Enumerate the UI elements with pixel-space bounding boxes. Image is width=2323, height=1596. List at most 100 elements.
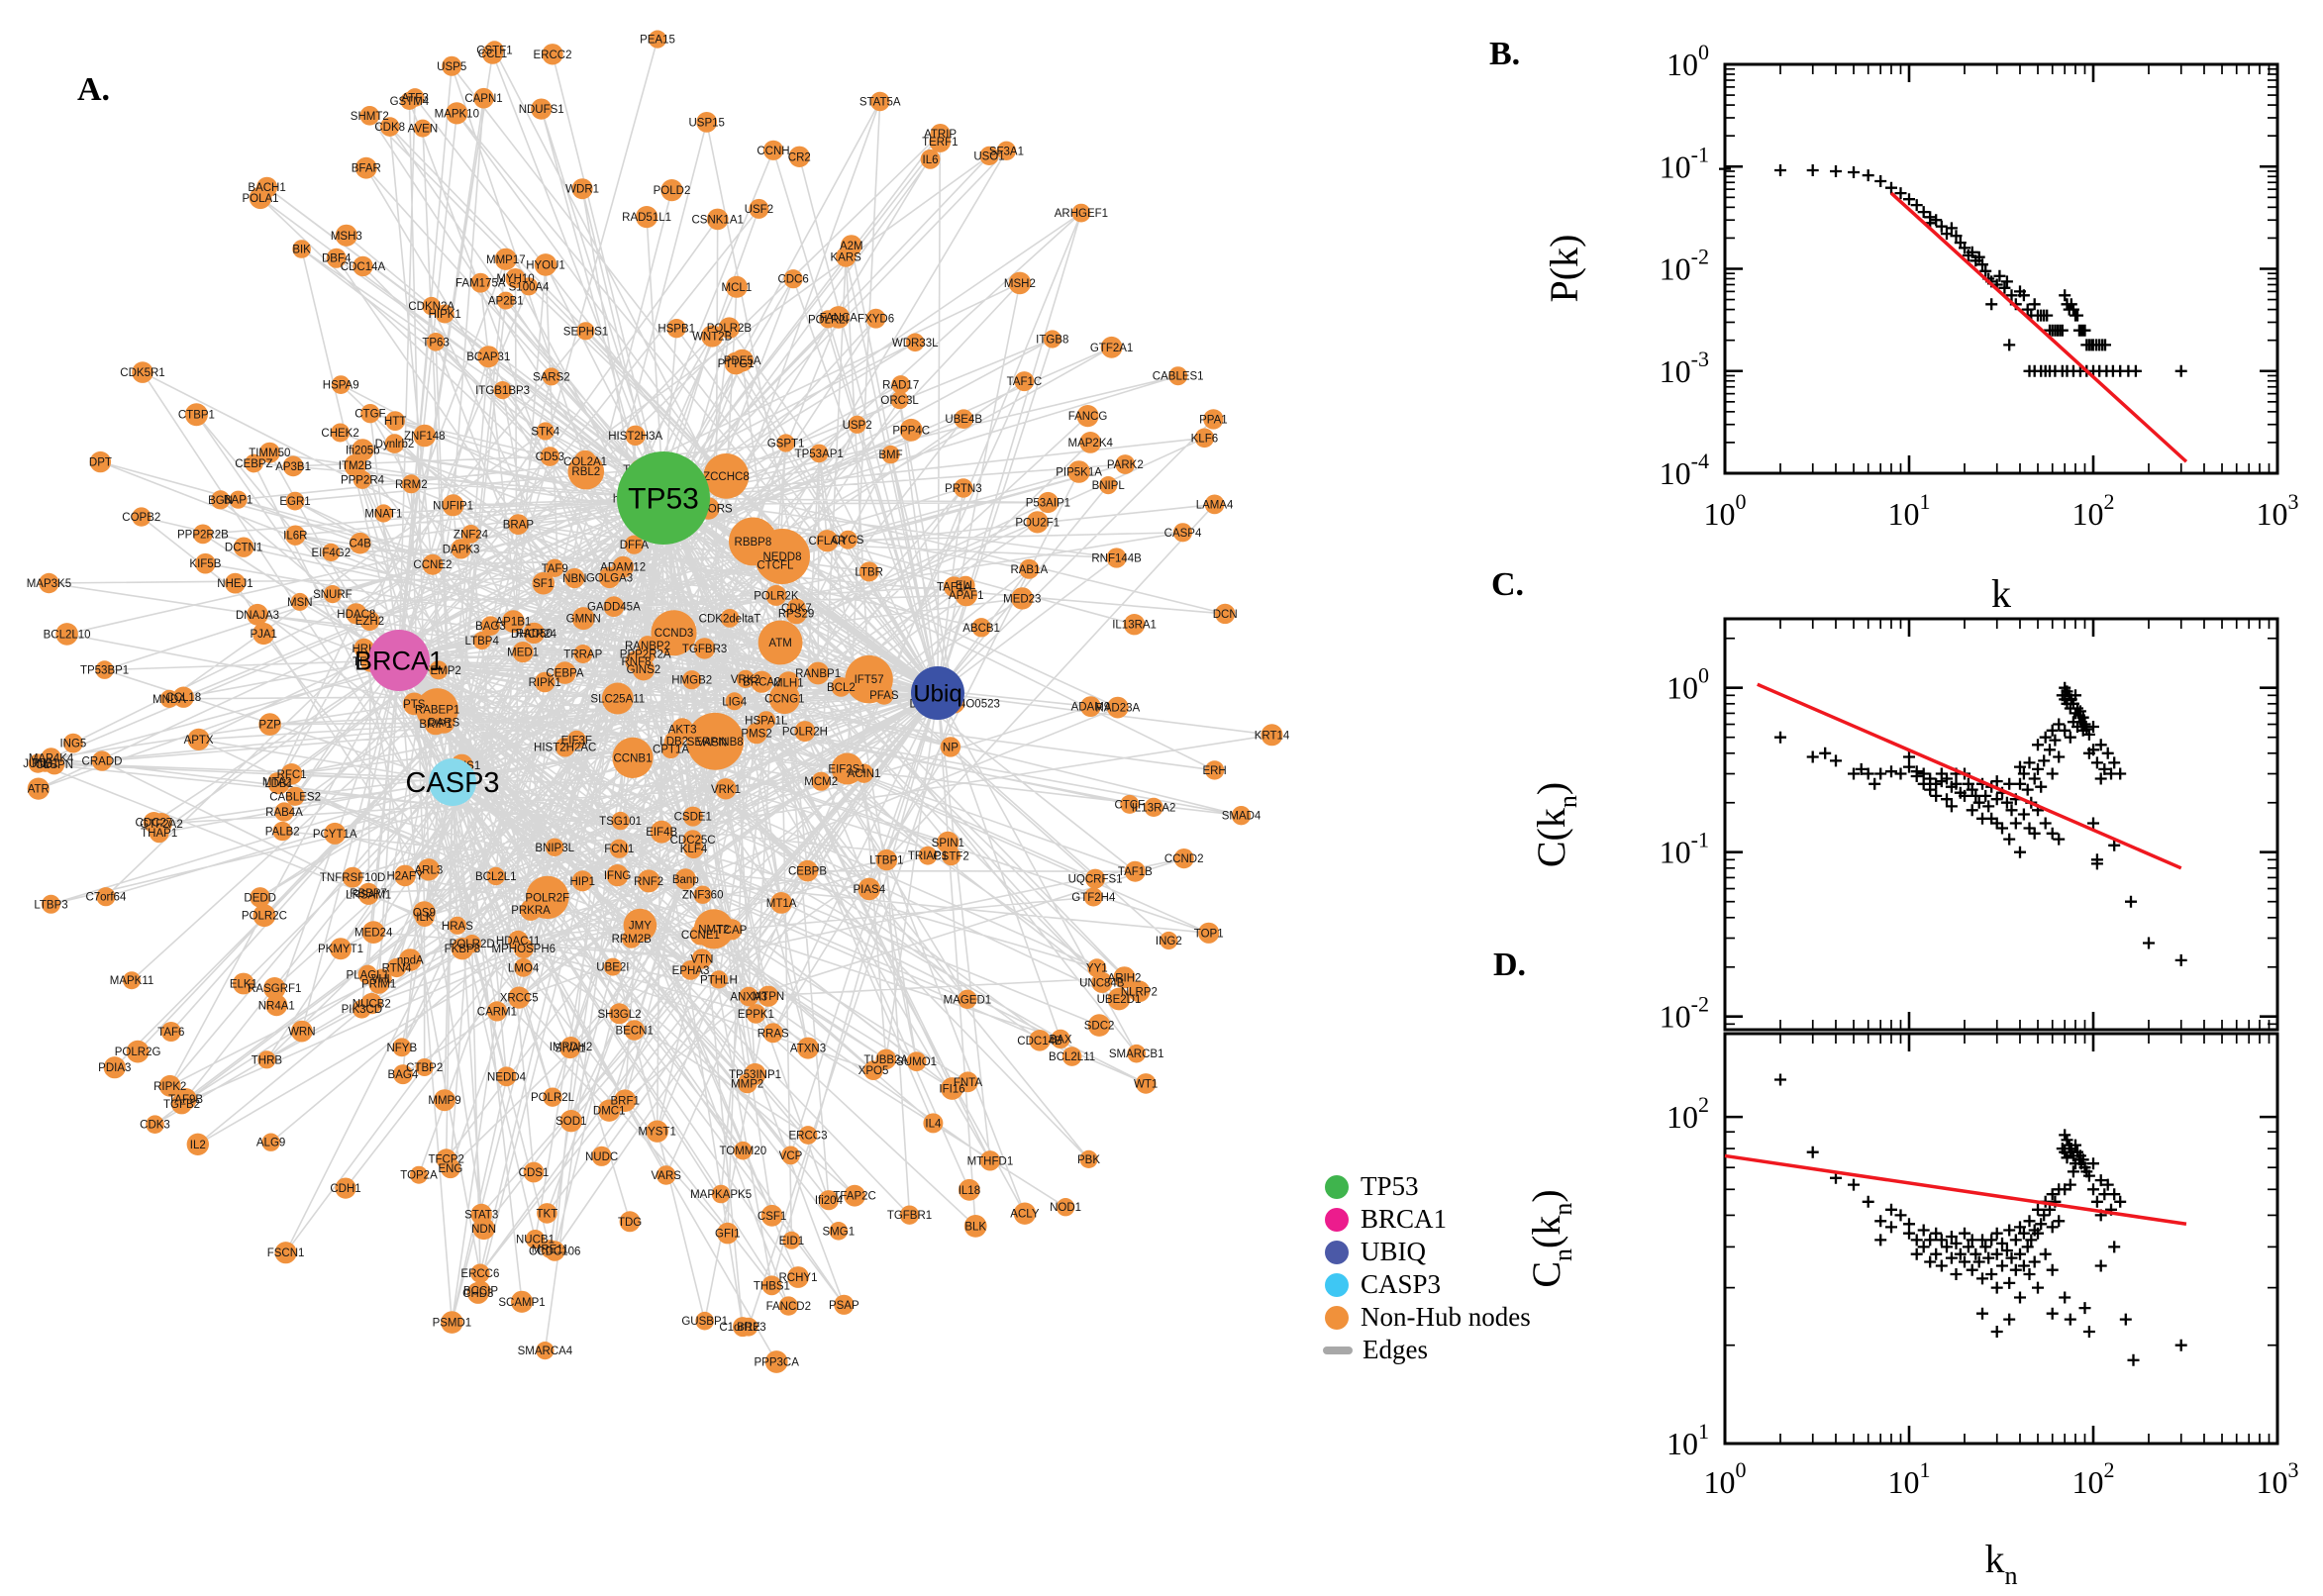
legend-label: Edges — [1363, 1335, 1428, 1364]
network-node — [682, 830, 703, 850]
network-node — [1019, 558, 1040, 579]
gene-label: PZP — [258, 720, 281, 732]
network-node — [172, 686, 194, 708]
gene-label: MAPKAPK5 — [690, 1189, 752, 1201]
gene-label: WRN — [288, 1027, 315, 1039]
gene-label: PTS — [403, 699, 426, 711]
gene-label: POU2F1 — [1015, 517, 1060, 529]
gene-label: EIF4G2 — [311, 548, 351, 559]
network-node — [543, 1087, 562, 1107]
gene-label: RANBP2 — [625, 641, 670, 652]
gene-label: VRK2 — [731, 674, 760, 686]
network-node — [187, 728, 210, 751]
gene-label: C1orf123 — [719, 1322, 765, 1334]
gene-label: HRAS — [442, 921, 473, 933]
gene-label: MTA2 — [262, 777, 292, 789]
network-node — [143, 812, 165, 834]
network-node — [776, 434, 795, 452]
gene-label: ERCC6 — [460, 1268, 499, 1280]
network-node — [725, 692, 744, 711]
gene-label: CDS1 — [519, 1167, 550, 1179]
gene-label: MSN — [287, 597, 313, 609]
network-legend: TP53 BRCA1 UBIQ CASP3 Non-Hub nodes Edge… — [1323, 1170, 1531, 1366]
gene-label: TDG — [618, 1217, 642, 1229]
network-node — [473, 87, 494, 109]
network-node — [422, 553, 444, 575]
network-node — [442, 494, 464, 517]
gene-label: ERCC3 — [789, 1131, 828, 1143]
gene-label: CASP4 — [1164, 528, 1202, 540]
network-node — [782, 1231, 801, 1249]
network-node — [622, 929, 642, 948]
gene-label: CARM1 — [477, 1006, 517, 1018]
network-node — [778, 1296, 798, 1316]
gene-label: C7orf64 — [85, 892, 127, 904]
network-node — [1194, 428, 1215, 449]
gene-label: CHEK2 — [321, 428, 358, 440]
gene-label: TIMM50 — [249, 448, 290, 459]
gene-label: MAP2K4 — [1068, 438, 1114, 449]
gene-label: RRM2B — [612, 934, 653, 946]
tick-label: 10-2 — [1660, 992, 1709, 1035]
gene-label: PIK3CD — [342, 1004, 383, 1016]
network-node — [761, 1275, 782, 1296]
gene-label: CCNG1 — [764, 694, 804, 706]
gene-label: VASN — [697, 737, 727, 748]
plot-B: 100 101 102 103 100 10-1 10-2 10-3 10-4 — [1660, 40, 2299, 532]
gene-label: VCP — [779, 1150, 803, 1162]
gene-label: LTBP4 — [465, 636, 500, 648]
gene-label: SERPINB8 — [687, 737, 744, 748]
hub-label-casp3: CASP3 — [405, 767, 499, 799]
gene-label: BAX — [1049, 1034, 1071, 1046]
gene-label: TUBB2A — [863, 1054, 908, 1066]
network-node — [958, 989, 977, 1009]
gene-label: IL13RA1 — [1112, 620, 1157, 632]
gene-label: PDE5A — [724, 355, 761, 367]
gene-label: BNIPL — [1092, 480, 1126, 492]
gene-label: TP53BP1 — [80, 665, 129, 677]
network-node — [523, 1161, 545, 1183]
gene-label: EPPK1 — [738, 1009, 774, 1021]
network-node — [573, 645, 593, 663]
gene-label: USF2 — [745, 204, 773, 216]
gene-label: IL13RA2 — [1132, 802, 1176, 814]
ubiq-color-dot — [1325, 1240, 1349, 1264]
fit-line — [1889, 191, 2188, 463]
gene-label: IFNG — [604, 870, 632, 882]
gene-label: ABCB1 — [962, 623, 1000, 635]
network-node — [858, 561, 879, 582]
tick-label: 102 — [2072, 1457, 2115, 1500]
network-node — [520, 899, 542, 921]
network-node — [195, 552, 216, 574]
gene-label: POLR2C — [242, 911, 287, 923]
nonhub-color-dot — [1325, 1305, 1349, 1330]
gene-label: ERH — [1202, 765, 1226, 777]
network-node — [470, 272, 491, 293]
gene-label: RAD17 — [882, 380, 919, 392]
gene-label: ATF3 — [401, 93, 428, 105]
network-node — [591, 1146, 612, 1166]
gene-label: HDAC8 — [337, 609, 375, 621]
gene-label: ILK — [416, 912, 434, 924]
axis-title-pk: P(k) — [1541, 120, 1586, 417]
gene-label: RRAS — [758, 1028, 789, 1040]
network-node — [619, 1211, 641, 1233]
gene-label: C4B — [350, 539, 372, 550]
gene-label: TAF1C — [1007, 376, 1043, 388]
gene-label: CCDC106 — [529, 1247, 580, 1258]
gene-label: CDK2deltaT — [699, 613, 761, 625]
network-node — [359, 610, 380, 632]
network-node — [827, 306, 851, 329]
network-node — [536, 1342, 555, 1360]
network-node — [1128, 980, 1151, 1003]
network-node — [1173, 848, 1194, 869]
network-node — [632, 657, 656, 681]
network-node — [540, 447, 560, 466]
gene-label: APTX — [184, 735, 214, 747]
gene-label: JUNB — [23, 758, 52, 770]
gene-label: ATXN3 — [790, 1044, 826, 1055]
network-node — [372, 968, 392, 989]
plot-C: 100 10-1 10-2 — [1660, 617, 2279, 1035]
network-node — [1014, 371, 1035, 392]
gene-label: ACLY — [1010, 1209, 1040, 1221]
